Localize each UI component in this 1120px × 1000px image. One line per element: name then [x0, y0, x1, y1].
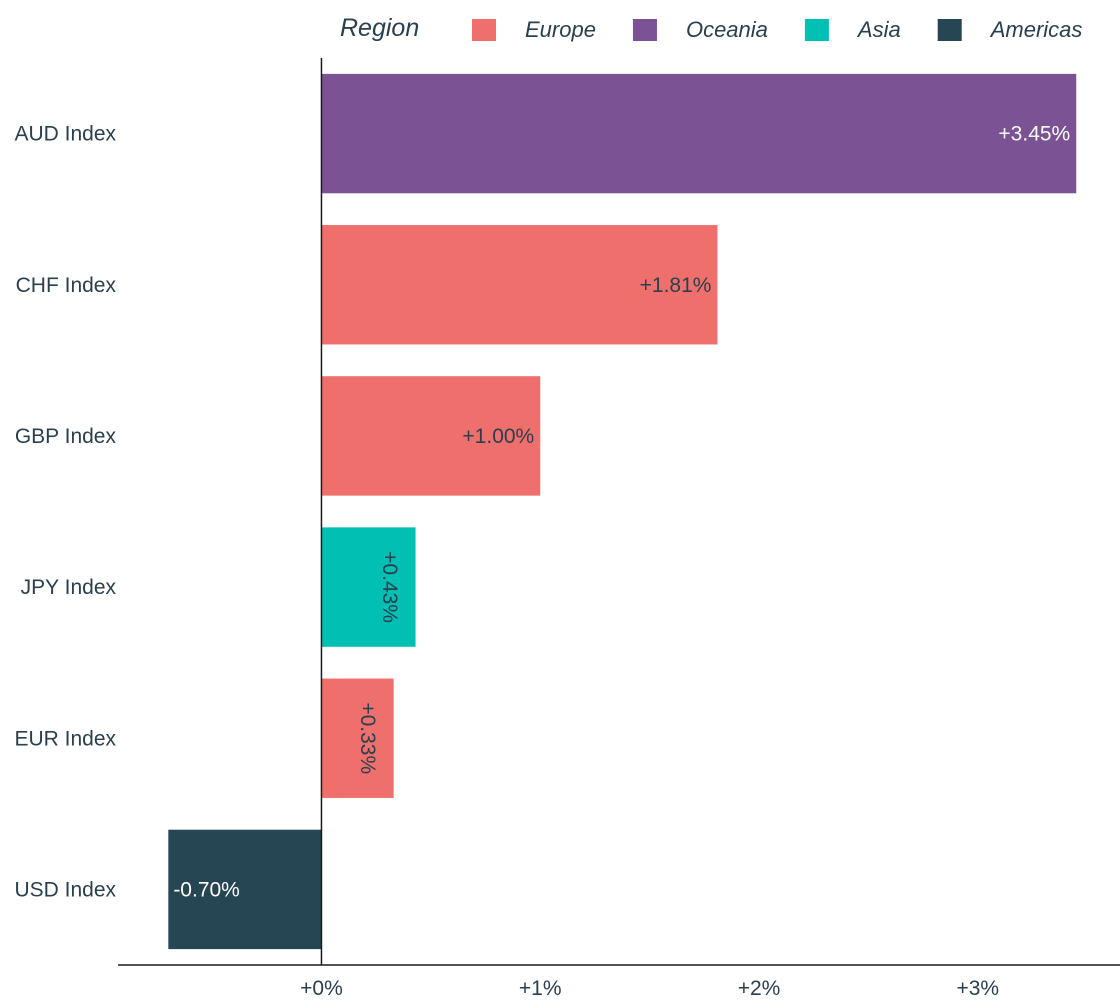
x-tick-label: +2% — [738, 977, 781, 1000]
bar-label-chf-index: +1.81% — [640, 274, 712, 297]
legend-swatch-americas — [937, 19, 962, 41]
bar-eur-index — [321, 678, 394, 798]
x-tick-label: +0% — [300, 977, 343, 1000]
legend-label-asia: Asia — [856, 17, 901, 42]
bar-gbp-index — [321, 376, 541, 496]
bar-label-usd-index: -0.70% — [173, 878, 240, 901]
category-label-chf-index: CHF Index — [16, 274, 117, 297]
category-labels: AUD Index CHF Index GBP Index JPY Index EUR … — [14, 123, 116, 902]
bars: +3.45% +1.81% +1.00% +0.43% +0.33% -0.70% — [168, 73, 1077, 950]
bar-jpy-index — [321, 527, 416, 647]
x-tick-label: +1% — [519, 977, 562, 1000]
axes: +0% +1% +2% +3% — [118, 58, 1120, 1000]
legend-swatch-asia — [804, 19, 829, 41]
legend-label-americas: Americas — [989, 17, 1083, 42]
category-label-usd-index: USD Index — [14, 878, 116, 901]
category-label-eur-index: EUR Index — [14, 727, 116, 750]
category-label-gbp-index: GBP Index — [15, 425, 117, 448]
bar-label-jpy-index: +0.43% — [378, 551, 401, 623]
legend-swatch-europe — [472, 19, 496, 41]
bar-chf-index — [321, 225, 718, 345]
legend-title: Region — [340, 14, 419, 42]
bar-label-eur-index: +0.33% — [356, 702, 379, 774]
legend-label-europe: Europe — [525, 17, 596, 42]
bar-label-aud-index: +3.45% — [998, 123, 1070, 146]
legend-label-oceania: Oceania — [686, 17, 768, 42]
legend-swatch-oceania — [632, 19, 657, 41]
x-tick-label: +3% — [956, 977, 999, 1000]
legend: Region Europe Oceania Asia Americas — [340, 14, 1082, 42]
bar-usd-index — [168, 829, 322, 950]
category-label-jpy-index: JPY Index — [21, 576, 117, 599]
bar-aud-index — [321, 73, 1077, 194]
bar-label-gbp-index: +1.00% — [462, 425, 534, 448]
category-label-aud-index: AUD Index — [14, 123, 116, 146]
